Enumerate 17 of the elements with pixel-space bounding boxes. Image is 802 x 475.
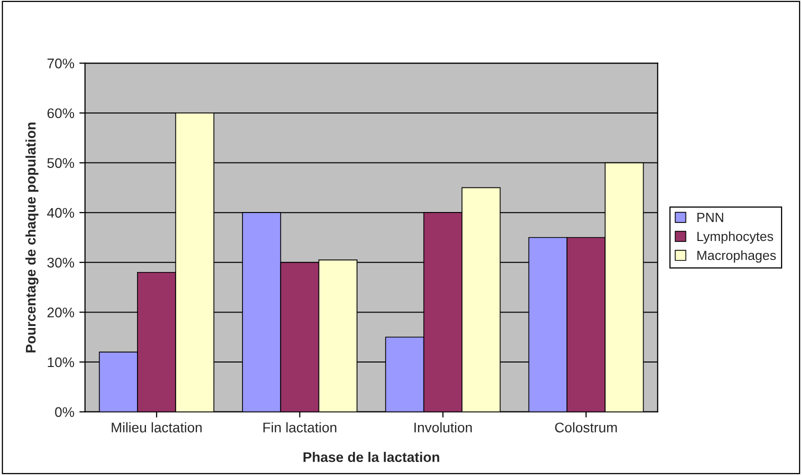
legend-label: Lymphocytes: [697, 231, 774, 244]
y-axis-title: Pourcentage de chaque population: [25, 122, 38, 352]
y-tick-label: 30%: [47, 258, 74, 268]
y-tick-label: 20%: [47, 308, 74, 318]
x-tick-label: Involution: [414, 422, 472, 432]
x-tick-label: Milieu lactation: [112, 422, 202, 432]
x-tick-label: Fin lactation: [263, 422, 336, 432]
x-axis-title: Phase de la lactation: [304, 452, 440, 462]
y-tick-label: 70%: [48, 58, 74, 68]
legend-label: PNN: [697, 212, 724, 222]
y-tick-label: 60%: [48, 108, 74, 118]
y-tick-label: 40%: [47, 208, 74, 218]
y-tick-label: 50%: [47, 158, 74, 168]
x-tick-label: Colostrum: [555, 422, 617, 432]
y-tick-label: 0%: [55, 407, 74, 417]
legend-label: Macrophages: [697, 250, 776, 263]
y-tick-label: 10%: [48, 357, 74, 368]
